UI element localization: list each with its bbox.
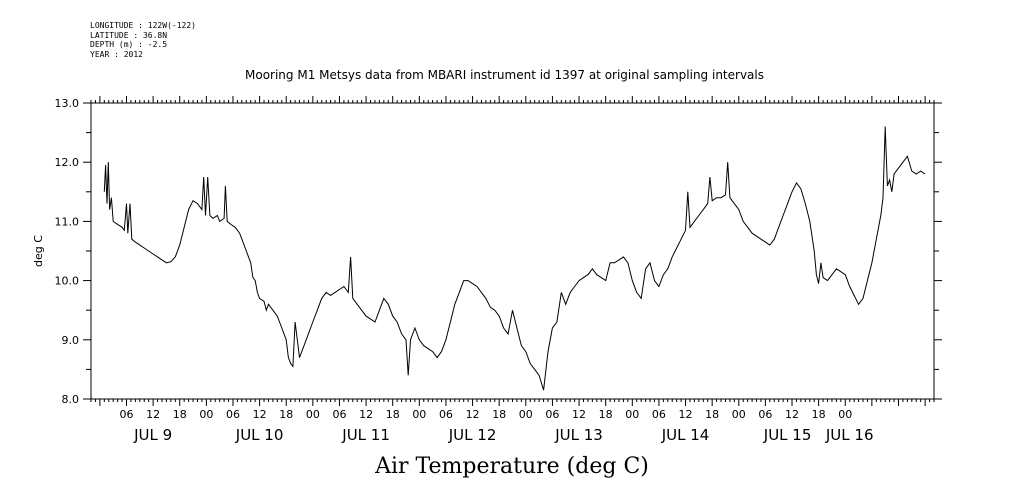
day-label: JUL 16 — [825, 426, 874, 444]
y-tick-label: 12.0 — [55, 156, 80, 169]
x-tick-label: 18 — [492, 408, 506, 421]
x-tick-label: 00 — [199, 408, 213, 421]
x-tick-label: 12 — [679, 408, 693, 421]
metadata-block: LONGITUDE : 122W(-122) LATITUDE : 36.8N … — [90, 21, 196, 59]
y-tick-label: 13.0 — [55, 97, 80, 110]
x-tick-label: 06 — [758, 408, 772, 421]
axis-ticks — [83, 96, 942, 406]
y-tick-label: 10.0 — [55, 275, 80, 288]
x-tick-label: 18 — [705, 408, 719, 421]
x-tick-label: 00 — [732, 408, 746, 421]
x-tick-label: 12 — [146, 408, 160, 421]
x-tick-label: 06 — [332, 408, 346, 421]
y-tick-labels: 8.0 9.0 10.0 11.0 12.0 13.0 — [55, 97, 80, 406]
day-label: JUL 12 — [448, 426, 497, 444]
x-tick-label: 12 — [253, 408, 267, 421]
year-label: YEAR : 2012 — [90, 49, 143, 59]
y-tick-label: 11.0 — [55, 215, 80, 228]
depth-label: DEPTH (m) : -2.5 — [90, 40, 168, 49]
x-tick-label: 18 — [599, 408, 613, 421]
x-tick-label: 06 — [652, 408, 666, 421]
day-labels: JUL 9 JUL 10 JUL 11 JUL 12 JUL 13 JUL 14 JUL 1… — [133, 426, 873, 444]
y-tick-label: 8.0 — [62, 393, 80, 406]
x-tick-label: 00 — [838, 408, 852, 421]
x-tick-label: 00 — [519, 408, 533, 421]
day-label: JUL 14 — [661, 426, 710, 444]
series-line-air-temperature — [103, 126, 926, 391]
x-tick-label: 18 — [279, 408, 293, 421]
x-tick-label: 06 — [439, 408, 453, 421]
x-tick-label: 06 — [119, 408, 133, 421]
plot-frame — [90, 102, 935, 400]
x-tick-label: 00 — [625, 408, 639, 421]
x-tick-label: 06 — [226, 408, 240, 421]
chart-title: Mooring M1 Metsys data from MBARI instru… — [245, 68, 764, 82]
day-label: JUL 10 — [235, 426, 284, 444]
day-label: JUL 15 — [763, 426, 812, 444]
main-title: Air Temperature (deg C) — [375, 454, 649, 479]
x-tick-label: 12 — [785, 408, 799, 421]
day-label: JUL 13 — [554, 426, 603, 444]
x-tick-label: 12 — [572, 408, 586, 421]
longitude-label: LONGITUDE : 122W(-122) — [90, 21, 196, 30]
x-tick-label: 12 — [359, 408, 373, 421]
latitude-label: LATITUDE : 36.8N — [90, 30, 168, 40]
y-axis-label: deg C — [32, 235, 45, 267]
day-label: JUL 11 — [341, 426, 390, 444]
x-tick-label: 18 — [173, 408, 187, 421]
x-tick-labels: 06 12 18 00 06 12 18 00 06 12 18 00 06 12 18 00 06 12 18 00… — [119, 408, 852, 421]
x-tick-label: 00 — [412, 408, 426, 421]
x-tick-label: 12 — [466, 408, 480, 421]
x-tick-label: 00 — [306, 408, 320, 421]
x-tick-label: 06 — [545, 408, 559, 421]
day-label: JUL 9 — [133, 426, 172, 444]
x-tick-label: 18 — [386, 408, 400, 421]
y-tick-label: 9.0 — [62, 334, 80, 347]
x-tick-label: 18 — [812, 408, 826, 421]
